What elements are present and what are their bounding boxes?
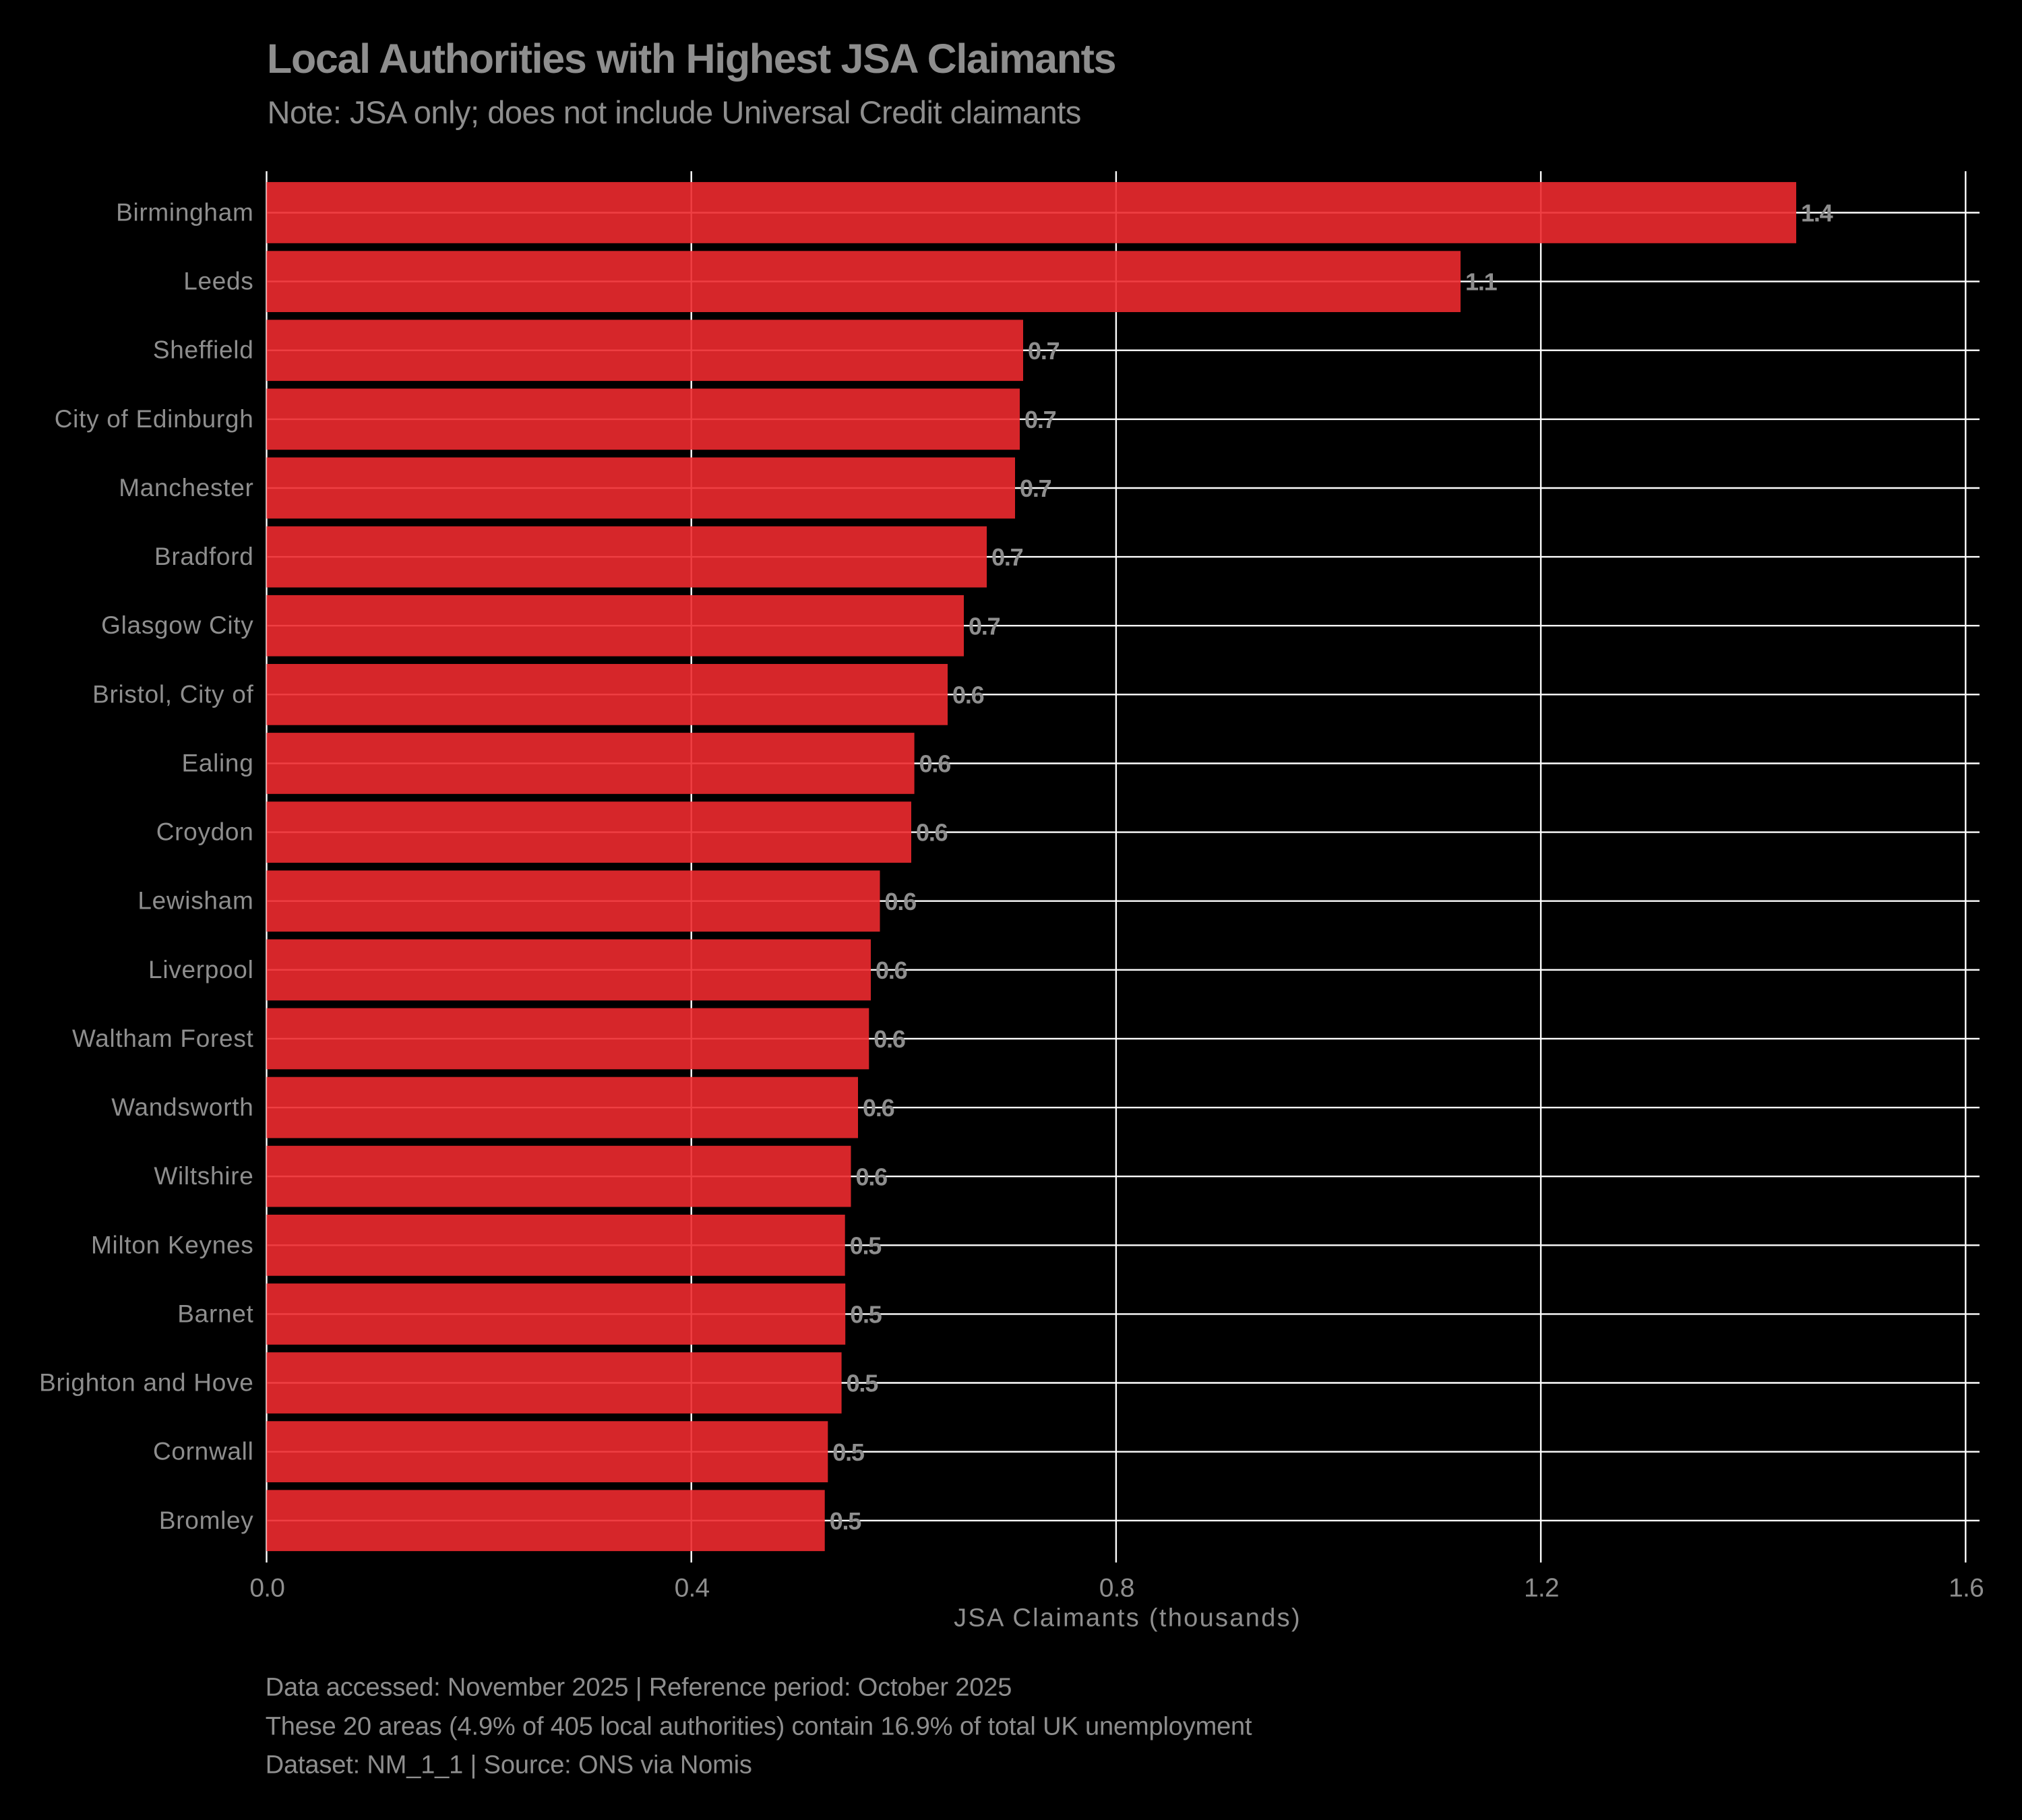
- svg-text:Dataset: NM_1_1 | Source: ONS: Dataset: NM_1_1 | Source: ONS via Nomis: [266, 1751, 752, 1780]
- svg-text:0.6: 0.6: [919, 750, 951, 778]
- svg-text:Wandsworth: Wandsworth: [111, 1093, 253, 1121]
- svg-text:0.7: 0.7: [969, 612, 1000, 640]
- svg-text:0.7: 0.7: [1020, 475, 1051, 502]
- svg-text:Ealing: Ealing: [181, 750, 253, 777]
- svg-text:0.0: 0.0: [249, 1574, 284, 1603]
- svg-text:0.6: 0.6: [874, 1025, 905, 1053]
- svg-text:Data accessed: November 2025 |: Data accessed: November 2025 | Reference…: [266, 1674, 1012, 1702]
- svg-text:Bromley: Bromley: [159, 1507, 254, 1534]
- svg-text:0.6: 0.6: [885, 888, 917, 915]
- svg-text:Leeds: Leeds: [183, 268, 253, 295]
- svg-text:0.5: 0.5: [832, 1438, 865, 1466]
- svg-text:JSA Claimants (thousands): JSA Claimants (thousands): [954, 1604, 1301, 1633]
- svg-text:0.7: 0.7: [1028, 337, 1060, 365]
- svg-text:Brighton and Hove: Brighton and Hove: [39, 1369, 253, 1397]
- svg-text:Barnet: Barnet: [177, 1300, 253, 1327]
- svg-text:These 20 areas (4.9% of 405 lo: These 20 areas (4.9% of 405 local author…: [266, 1713, 1252, 1741]
- svg-text:0.6: 0.6: [952, 681, 984, 708]
- svg-text:0.6: 0.6: [856, 1163, 888, 1190]
- svg-text:Manchester: Manchester: [119, 474, 253, 502]
- svg-text:0.7: 0.7: [1024, 406, 1056, 433]
- svg-text:Wiltshire: Wiltshire: [154, 1162, 253, 1190]
- svg-text:Glasgow City: Glasgow City: [101, 611, 253, 639]
- svg-text:1.1: 1.1: [1465, 268, 1498, 296]
- svg-text:0.5: 0.5: [850, 1232, 882, 1259]
- svg-text:Note: JSA only; does not inclu: Note: JSA only; does not include Univers…: [268, 94, 1081, 130]
- svg-text:Lewisham: Lewisham: [137, 887, 253, 915]
- svg-text:1.6: 1.6: [1949, 1574, 1984, 1603]
- svg-text:0.5: 0.5: [830, 1507, 862, 1535]
- svg-text:Milton Keynes: Milton Keynes: [91, 1231, 254, 1258]
- svg-text:1.4: 1.4: [1801, 200, 1833, 227]
- svg-text:0.4: 0.4: [675, 1574, 710, 1603]
- svg-text:City of Edinburgh: City of Edinburgh: [55, 405, 254, 433]
- svg-text:Liverpool: Liverpool: [148, 956, 253, 983]
- svg-text:Croydon: Croydon: [156, 818, 254, 846]
- svg-text:0.5: 0.5: [850, 1301, 882, 1329]
- svg-text:Bristol, City of: Bristol, City of: [92, 680, 253, 708]
- svg-text:0.6: 0.6: [876, 957, 907, 984]
- svg-text:0.6: 0.6: [916, 819, 948, 847]
- svg-text:Waltham Forest: Waltham Forest: [72, 1025, 254, 1052]
- svg-text:0.5: 0.5: [847, 1370, 879, 1397]
- svg-text:Local Authorities with Highest: Local Authorities with Highest JSA Claim…: [267, 36, 1115, 82]
- svg-text:0.6: 0.6: [863, 1094, 894, 1122]
- svg-text:Cornwall: Cornwall: [153, 1438, 254, 1465]
- svg-text:1.2: 1.2: [1524, 1574, 1559, 1603]
- svg-text:Sheffield: Sheffield: [153, 336, 254, 364]
- svg-text:Bradford: Bradford: [154, 543, 254, 570]
- svg-text:0.7: 0.7: [991, 543, 1023, 571]
- svg-text:Birmingham: Birmingham: [116, 199, 253, 226]
- svg-text:0.8: 0.8: [1099, 1574, 1134, 1603]
